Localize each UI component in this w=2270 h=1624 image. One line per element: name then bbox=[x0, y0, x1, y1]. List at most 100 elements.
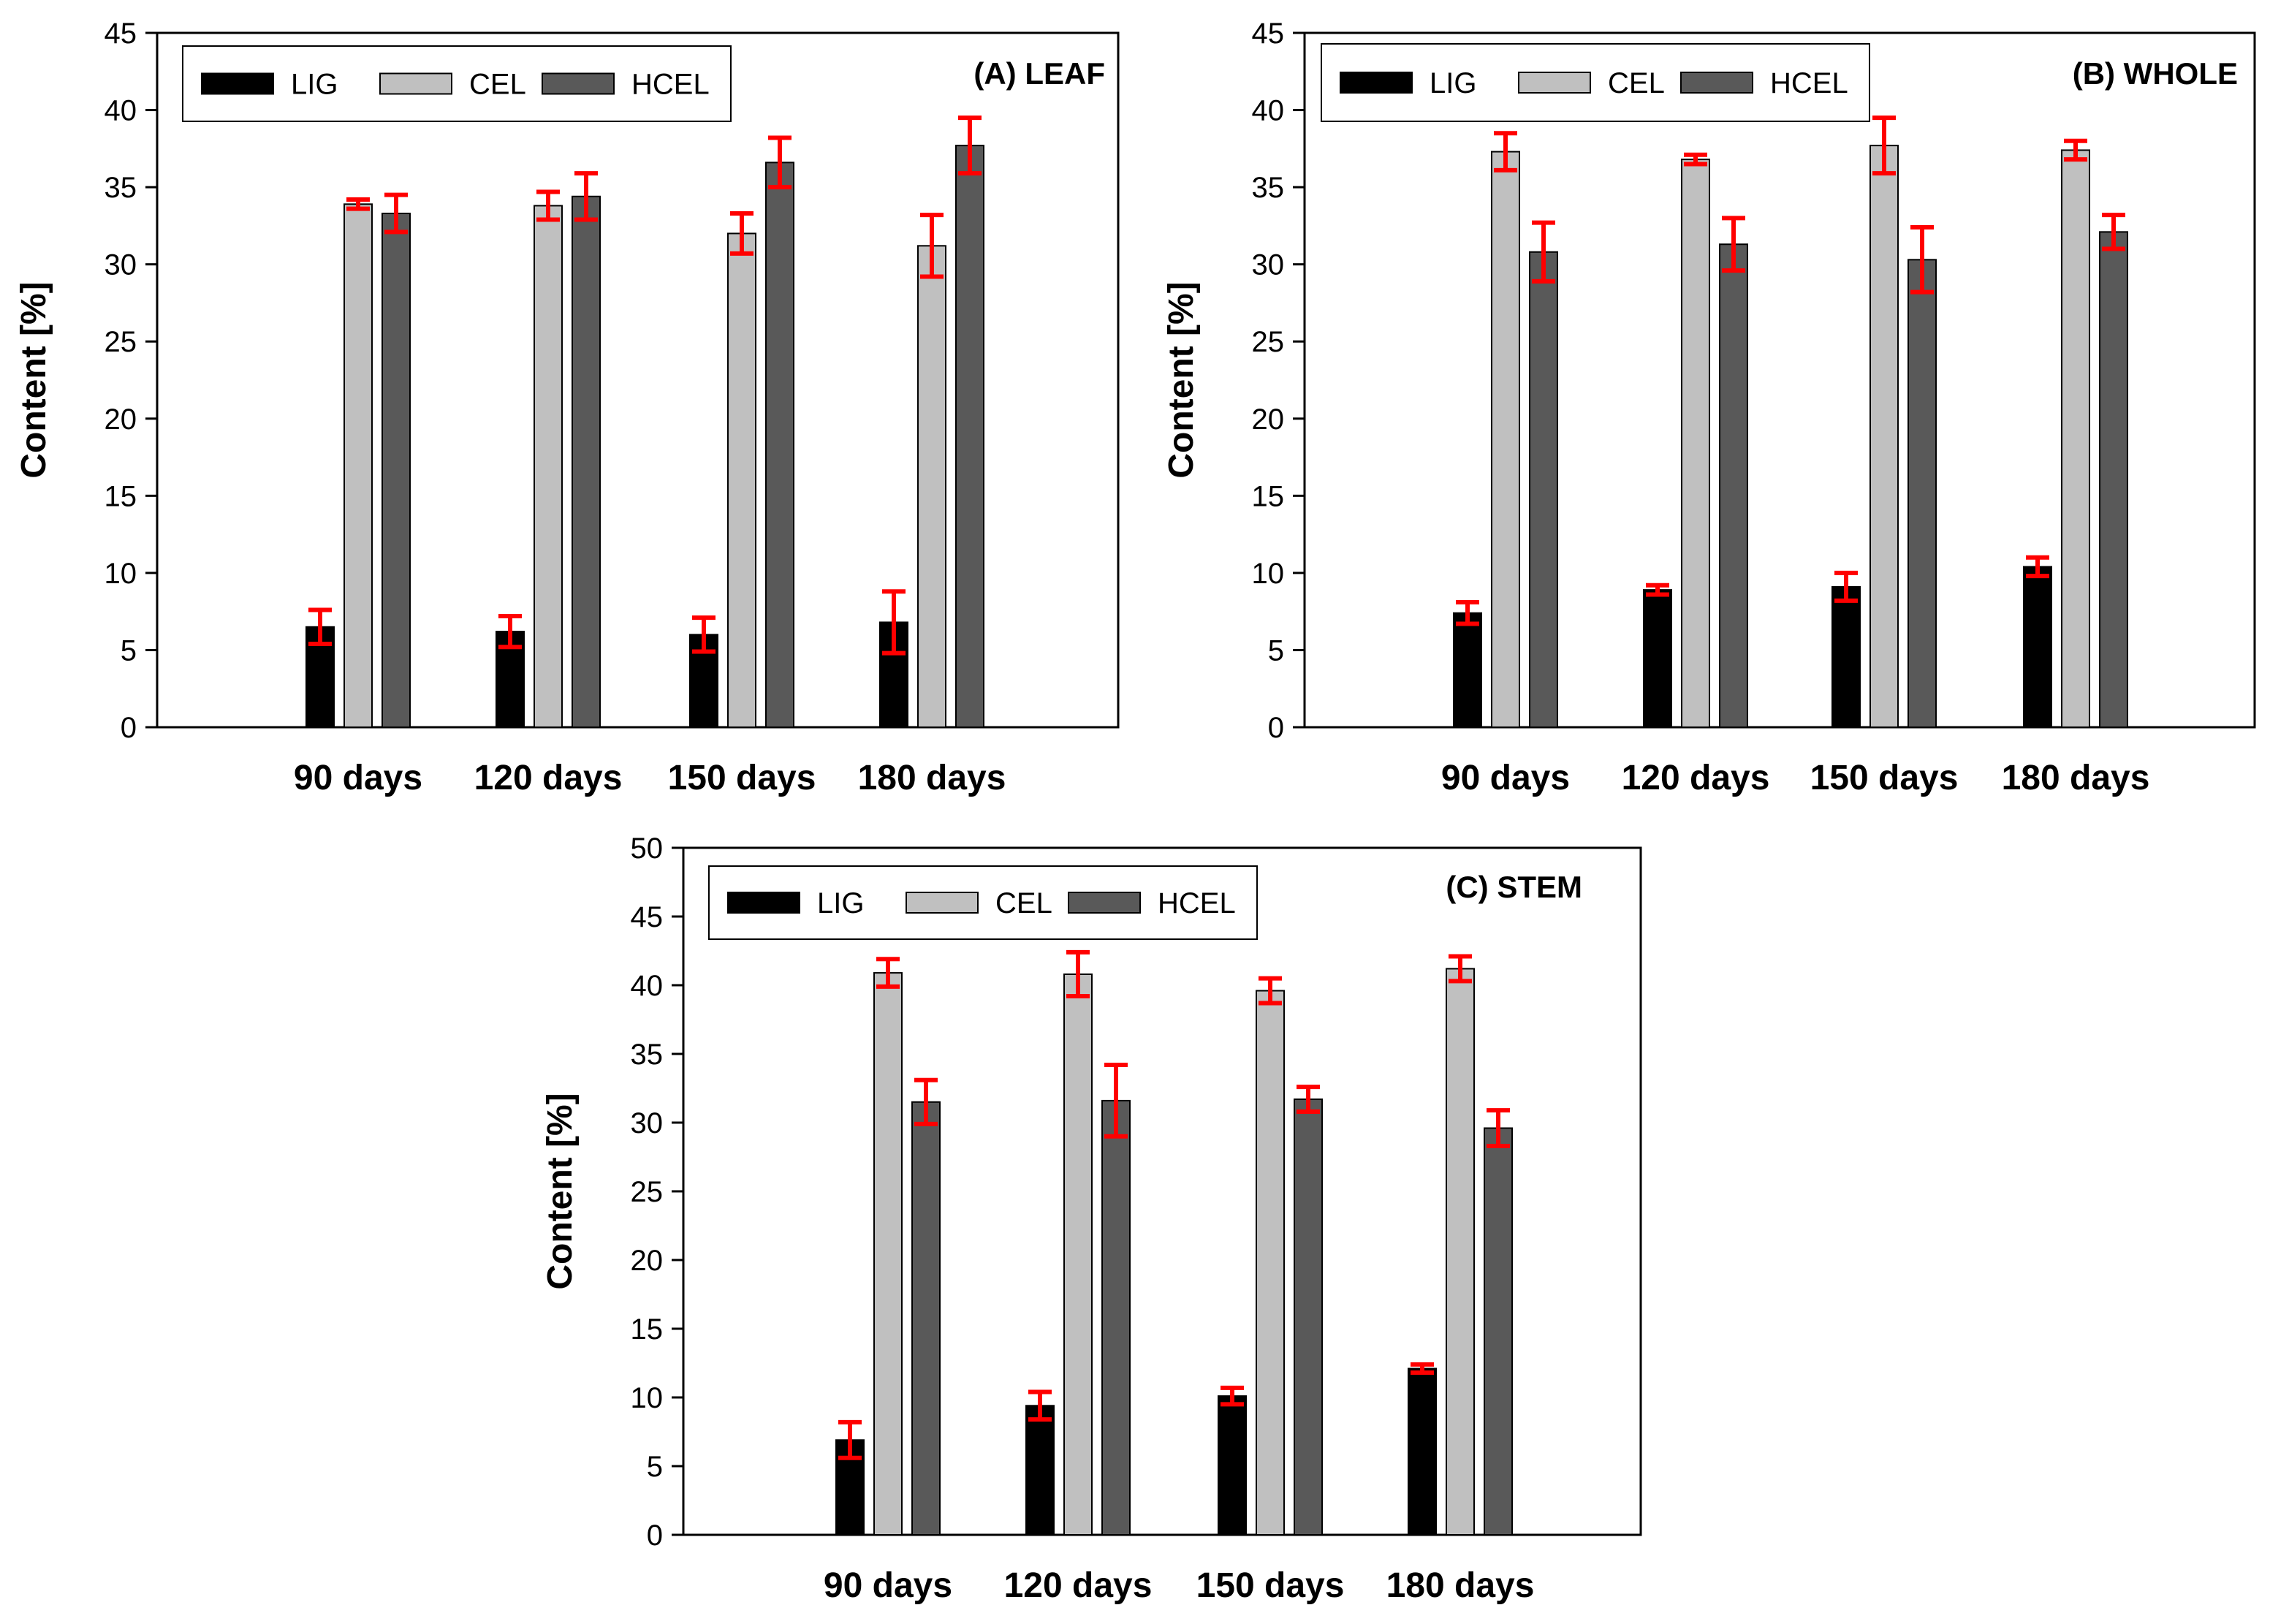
error-bar bbox=[308, 607, 332, 646]
bar-hcel bbox=[955, 145, 984, 729]
y-tick-label: 0 bbox=[647, 1519, 663, 1552]
x-category-label: 150 days bbox=[668, 759, 816, 797]
legend: LIG CEL HCEL bbox=[1321, 43, 1870, 122]
y-tick-label: 50 bbox=[631, 832, 664, 865]
legend-label-lig: LIG bbox=[291, 69, 338, 101]
error-bar bbox=[1449, 954, 1472, 984]
legend-swatch-hcel bbox=[1068, 892, 1141, 914]
y-tick-label: 30 bbox=[105, 249, 137, 281]
legend-swatch-cel bbox=[379, 72, 452, 95]
y-tick-label: 30 bbox=[1252, 249, 1285, 281]
error-bar bbox=[914, 1077, 938, 1126]
plot-frame bbox=[1303, 31, 2256, 729]
bar-lig bbox=[1831, 585, 1861, 729]
error-bar bbox=[768, 135, 792, 190]
y-tick-label: 15 bbox=[631, 1313, 664, 1346]
y-tick-label: 10 bbox=[1252, 558, 1285, 590]
error-bar bbox=[1872, 115, 1896, 176]
bar-hcel bbox=[2099, 231, 2128, 729]
y-axis-title: Content [%] bbox=[15, 281, 53, 478]
x-category-label: 150 days bbox=[1810, 759, 1959, 797]
legend-label-cel: CEL bbox=[469, 69, 526, 101]
legend-swatch-lig bbox=[1340, 72, 1413, 94]
legend-swatch-hcel bbox=[542, 72, 615, 95]
error-bar bbox=[536, 189, 560, 222]
chart-panel-2: 0 5 10 15 20 25 30 35 40 45 Content [%] (B) WHOLE 90… bbox=[1162, 18, 2256, 797]
legend-swatch-lig bbox=[201, 72, 274, 95]
bar-cel bbox=[1681, 159, 1710, 729]
y-tick-label: 40 bbox=[1252, 95, 1285, 127]
error-bar bbox=[692, 615, 715, 654]
y-tick-label: 15 bbox=[105, 480, 137, 512]
bar-hcel bbox=[765, 162, 794, 729]
y-tick-label: 5 bbox=[121, 634, 137, 667]
y-tick-label: 45 bbox=[105, 18, 137, 50]
error-bar bbox=[2102, 213, 2125, 251]
y-tick-label: 20 bbox=[1252, 403, 1285, 436]
error-bar bbox=[1494, 131, 1517, 172]
bar-cel bbox=[2061, 149, 2090, 728]
legend-label-hcel: HCEL bbox=[631, 69, 710, 101]
bar-cel bbox=[917, 245, 946, 729]
error-bar bbox=[1259, 976, 1282, 1006]
legend-swatch-cel bbox=[1518, 72, 1591, 94]
error-bar bbox=[1532, 220, 1555, 284]
x-category-label: 120 days bbox=[1004, 1566, 1153, 1605]
error-bar bbox=[1456, 600, 1479, 626]
legend: LIG CEL HCEL bbox=[708, 865, 1258, 940]
legend-swatch-lig bbox=[727, 892, 800, 914]
error-bar bbox=[498, 614, 522, 650]
y-tick-label: 35 bbox=[1252, 172, 1285, 204]
y-tick-label: 0 bbox=[121, 712, 137, 744]
y-tick-label: 0 bbox=[1268, 712, 1284, 744]
y-tick-label: 25 bbox=[1252, 326, 1285, 358]
error-bar bbox=[1411, 1362, 1434, 1376]
bar-lig bbox=[2023, 566, 2052, 729]
error-bar bbox=[920, 213, 944, 279]
chart-panel-3: 0 5 10 15 20 25 30 35 40 45 50 Content [%] (C) STEM 9… bbox=[541, 832, 1642, 1605]
y-tick-label: 40 bbox=[105, 95, 137, 127]
bar-cel bbox=[1869, 145, 1899, 729]
x-category-label: 180 days bbox=[2002, 759, 2150, 797]
bar-cel bbox=[1491, 151, 1520, 729]
y-tick-label: 35 bbox=[631, 1039, 664, 1071]
bar-lig bbox=[1218, 1395, 1247, 1536]
error-bar bbox=[1066, 949, 1090, 999]
panel-title: (B) WHOLE bbox=[2073, 56, 2238, 91]
legend-label-hcel: HCEL bbox=[1158, 887, 1236, 919]
bar-hcel bbox=[1719, 243, 1748, 728]
y-tick-label: 45 bbox=[1252, 18, 1285, 50]
bar-lig bbox=[1025, 1405, 1055, 1536]
y-tick-label: 35 bbox=[105, 172, 137, 204]
x-category-label: 180 days bbox=[858, 759, 1006, 797]
error-bar bbox=[958, 115, 982, 176]
error-bar bbox=[1910, 225, 1934, 295]
panel-title: (C) STEM bbox=[1446, 870, 1582, 904]
bar-hcel bbox=[382, 213, 411, 728]
x-category-label: 150 days bbox=[1196, 1566, 1345, 1605]
bar-hcel bbox=[572, 195, 601, 728]
error-bar bbox=[1028, 1389, 1052, 1422]
bar-hcel bbox=[1908, 259, 1937, 729]
legend-label-lig: LIG bbox=[817, 887, 864, 919]
error-bar bbox=[1487, 1108, 1510, 1148]
bar-cel bbox=[1446, 968, 1475, 1536]
y-tick-label: 40 bbox=[631, 970, 664, 1002]
panel-title: (A) LEAF bbox=[973, 56, 1105, 91]
y-tick-label: 15 bbox=[1252, 480, 1285, 512]
bar-lig bbox=[1643, 589, 1672, 728]
y-axis-title: Content [%] bbox=[1162, 281, 1201, 478]
plot-frame bbox=[156, 31, 1120, 729]
bar-cel bbox=[1256, 990, 1285, 1536]
y-tick-label: 10 bbox=[631, 1382, 664, 1414]
bar-hcel bbox=[1484, 1127, 1513, 1536]
bar-hcel bbox=[1294, 1099, 1323, 1536]
y-tick-label: 5 bbox=[647, 1451, 663, 1483]
bar-cel bbox=[534, 205, 563, 728]
legend-swatch-cel bbox=[906, 892, 979, 914]
y-tick-label: 25 bbox=[105, 326, 137, 358]
x-category-label: 90 days bbox=[294, 759, 422, 797]
error-bar bbox=[882, 589, 906, 656]
y-tick-label: 30 bbox=[631, 1107, 664, 1139]
